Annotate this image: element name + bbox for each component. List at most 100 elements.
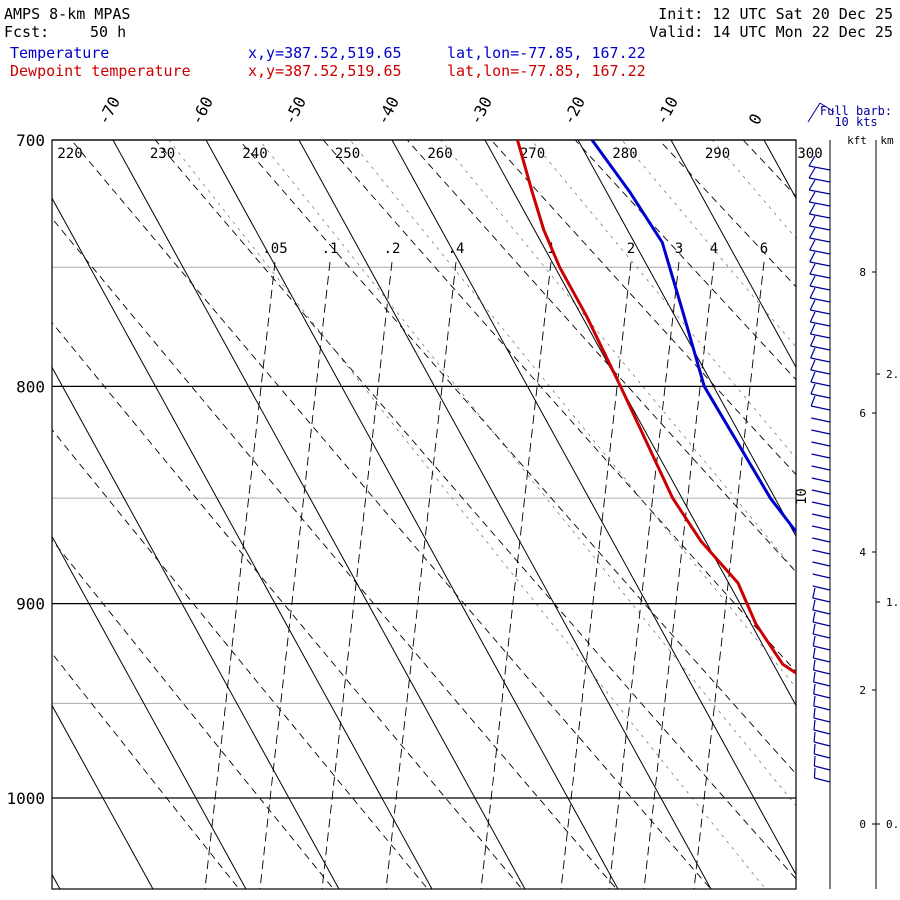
kft-tick-label: 8 bbox=[859, 266, 866, 279]
mixing-ratio-line bbox=[560, 261, 632, 889]
mixing-ratio-line bbox=[693, 261, 765, 889]
kft-tick-label: 2 bbox=[859, 684, 866, 697]
dry-adiabat-label: 260 bbox=[427, 146, 452, 162]
isotherm bbox=[52, 197, 433, 889]
wind-barb bbox=[809, 285, 831, 291]
isotherm bbox=[857, 140, 900, 889]
wind-barb-feather bbox=[809, 275, 816, 287]
dry-adiabat-label: 240 bbox=[242, 146, 267, 162]
wind-barb bbox=[813, 681, 831, 687]
wind-barb-feather bbox=[810, 395, 816, 407]
wind-barb-feather bbox=[812, 611, 816, 623]
wind-barb bbox=[813, 729, 831, 735]
dry-adiabat bbox=[574, 140, 796, 381]
wind-barb-feather bbox=[810, 383, 816, 395]
wind-barb bbox=[809, 297, 831, 303]
wind-barb-feather bbox=[810, 371, 816, 383]
dry-adiabat bbox=[70, 140, 712, 889]
wind-barb bbox=[812, 537, 831, 543]
barb-key-staff bbox=[807, 102, 821, 123]
wind-barb bbox=[812, 597, 831, 603]
wind-barb bbox=[814, 777, 831, 783]
dry-adiabat bbox=[52, 321, 523, 889]
model-title: AMPS 8-km MPAS bbox=[4, 5, 131, 23]
valid-time: Valid: 14 UTC Mon 22 Dec 25 bbox=[649, 23, 893, 41]
wind-barb bbox=[813, 657, 831, 663]
wind-barb-feather bbox=[809, 251, 816, 263]
dry-adiabat-label: 250 bbox=[335, 146, 360, 162]
isotherm-label: -70 bbox=[94, 93, 124, 127]
dewpoint-legend-label: Dewpoint temperature bbox=[10, 62, 191, 80]
wind-barb-feather bbox=[812, 599, 816, 611]
wind-barb-feather bbox=[813, 755, 816, 767]
kft-label: kft bbox=[847, 134, 867, 147]
wind-barb bbox=[811, 453, 831, 459]
mixing-ratio-label: .1 bbox=[322, 241, 339, 257]
dewpoint-xy: x,y=387.52,519.65 bbox=[248, 62, 402, 80]
moist-adiabat bbox=[168, 140, 766, 889]
kft-tick-label: 4 bbox=[859, 546, 866, 559]
isotherm bbox=[52, 873, 61, 889]
mixing-ratio-line bbox=[480, 261, 552, 889]
wind-barb-feather bbox=[813, 707, 816, 719]
wind-barb bbox=[811, 489, 831, 495]
mixing-ratio-label: 6 bbox=[760, 241, 768, 257]
km-label: km bbox=[880, 134, 894, 147]
mixing-ratio-line bbox=[321, 261, 393, 889]
wind-barb bbox=[809, 213, 831, 219]
isotherm-label: -10 bbox=[652, 93, 682, 127]
mixing-ratio-label: 4 bbox=[710, 241, 718, 257]
barb-key-value: 10 kts bbox=[834, 115, 877, 129]
dewpoint-latlon: lat,lon=-77.85, 167.22 bbox=[447, 62, 646, 80]
wind-barb-feather bbox=[808, 179, 816, 191]
wind-barb-feather bbox=[809, 263, 816, 275]
wind-barb bbox=[812, 585, 831, 591]
isotherm bbox=[484, 140, 796, 707]
plot-frame bbox=[51, 139, 797, 890]
km-tick-label: 0. bbox=[886, 818, 899, 831]
mixing-ratio-line bbox=[608, 261, 680, 889]
wind-barb bbox=[810, 357, 831, 363]
wind-barb bbox=[813, 705, 831, 711]
isotherm-label: 0 bbox=[745, 110, 766, 127]
wind-barb bbox=[811, 513, 831, 519]
km-tick-label: 1. bbox=[886, 596, 899, 609]
temperature-latlon: lat,lon=-77.85, 167.22 bbox=[447, 44, 646, 62]
temperature-legend-label: Temperature bbox=[10, 44, 110, 62]
isotherm bbox=[52, 366, 340, 889]
wind-barb-feather bbox=[813, 731, 816, 743]
wind-barb bbox=[810, 381, 831, 387]
wind-barb bbox=[811, 441, 831, 447]
dry-adiabat-label: 280 bbox=[612, 146, 637, 162]
wind-barb bbox=[809, 225, 831, 231]
wind-barb bbox=[813, 717, 831, 723]
wind-barb bbox=[809, 189, 831, 195]
forecast-label: Fcst: bbox=[4, 23, 50, 41]
init-time: Init: 12 UTC Sat 20 Dec 25 bbox=[658, 5, 893, 23]
moist-adiabat bbox=[259, 140, 796, 807]
isotherm bbox=[391, 140, 796, 876]
wind-barb-feather bbox=[812, 659, 816, 671]
dry-adiabat bbox=[490, 140, 796, 476]
isotherm-label: -20 bbox=[559, 93, 589, 127]
wind-barb-feather bbox=[809, 239, 816, 251]
wind-barb-feather bbox=[810, 359, 816, 371]
wind-barb-feather bbox=[808, 215, 816, 227]
dry-adiabat bbox=[322, 140, 796, 673]
wind-barb bbox=[813, 693, 831, 699]
mixing-ratio-label: 2 bbox=[627, 241, 635, 257]
wind-barb bbox=[812, 561, 831, 567]
wind-barb bbox=[814, 765, 831, 771]
wind-barb-feather bbox=[809, 299, 816, 311]
wind-barb bbox=[810, 333, 831, 339]
km-tick-label: 2. bbox=[886, 368, 899, 381]
wind-barb-feather bbox=[812, 623, 816, 635]
dry-adiabat bbox=[406, 140, 796, 573]
wind-barb-feather bbox=[809, 311, 816, 323]
dewpoint-profile bbox=[516, 140, 796, 675]
wind-barb-feather bbox=[813, 719, 816, 731]
dry-adiabat bbox=[52, 652, 240, 889]
wind-barb-feather bbox=[812, 671, 816, 683]
wind-barb bbox=[814, 753, 831, 759]
